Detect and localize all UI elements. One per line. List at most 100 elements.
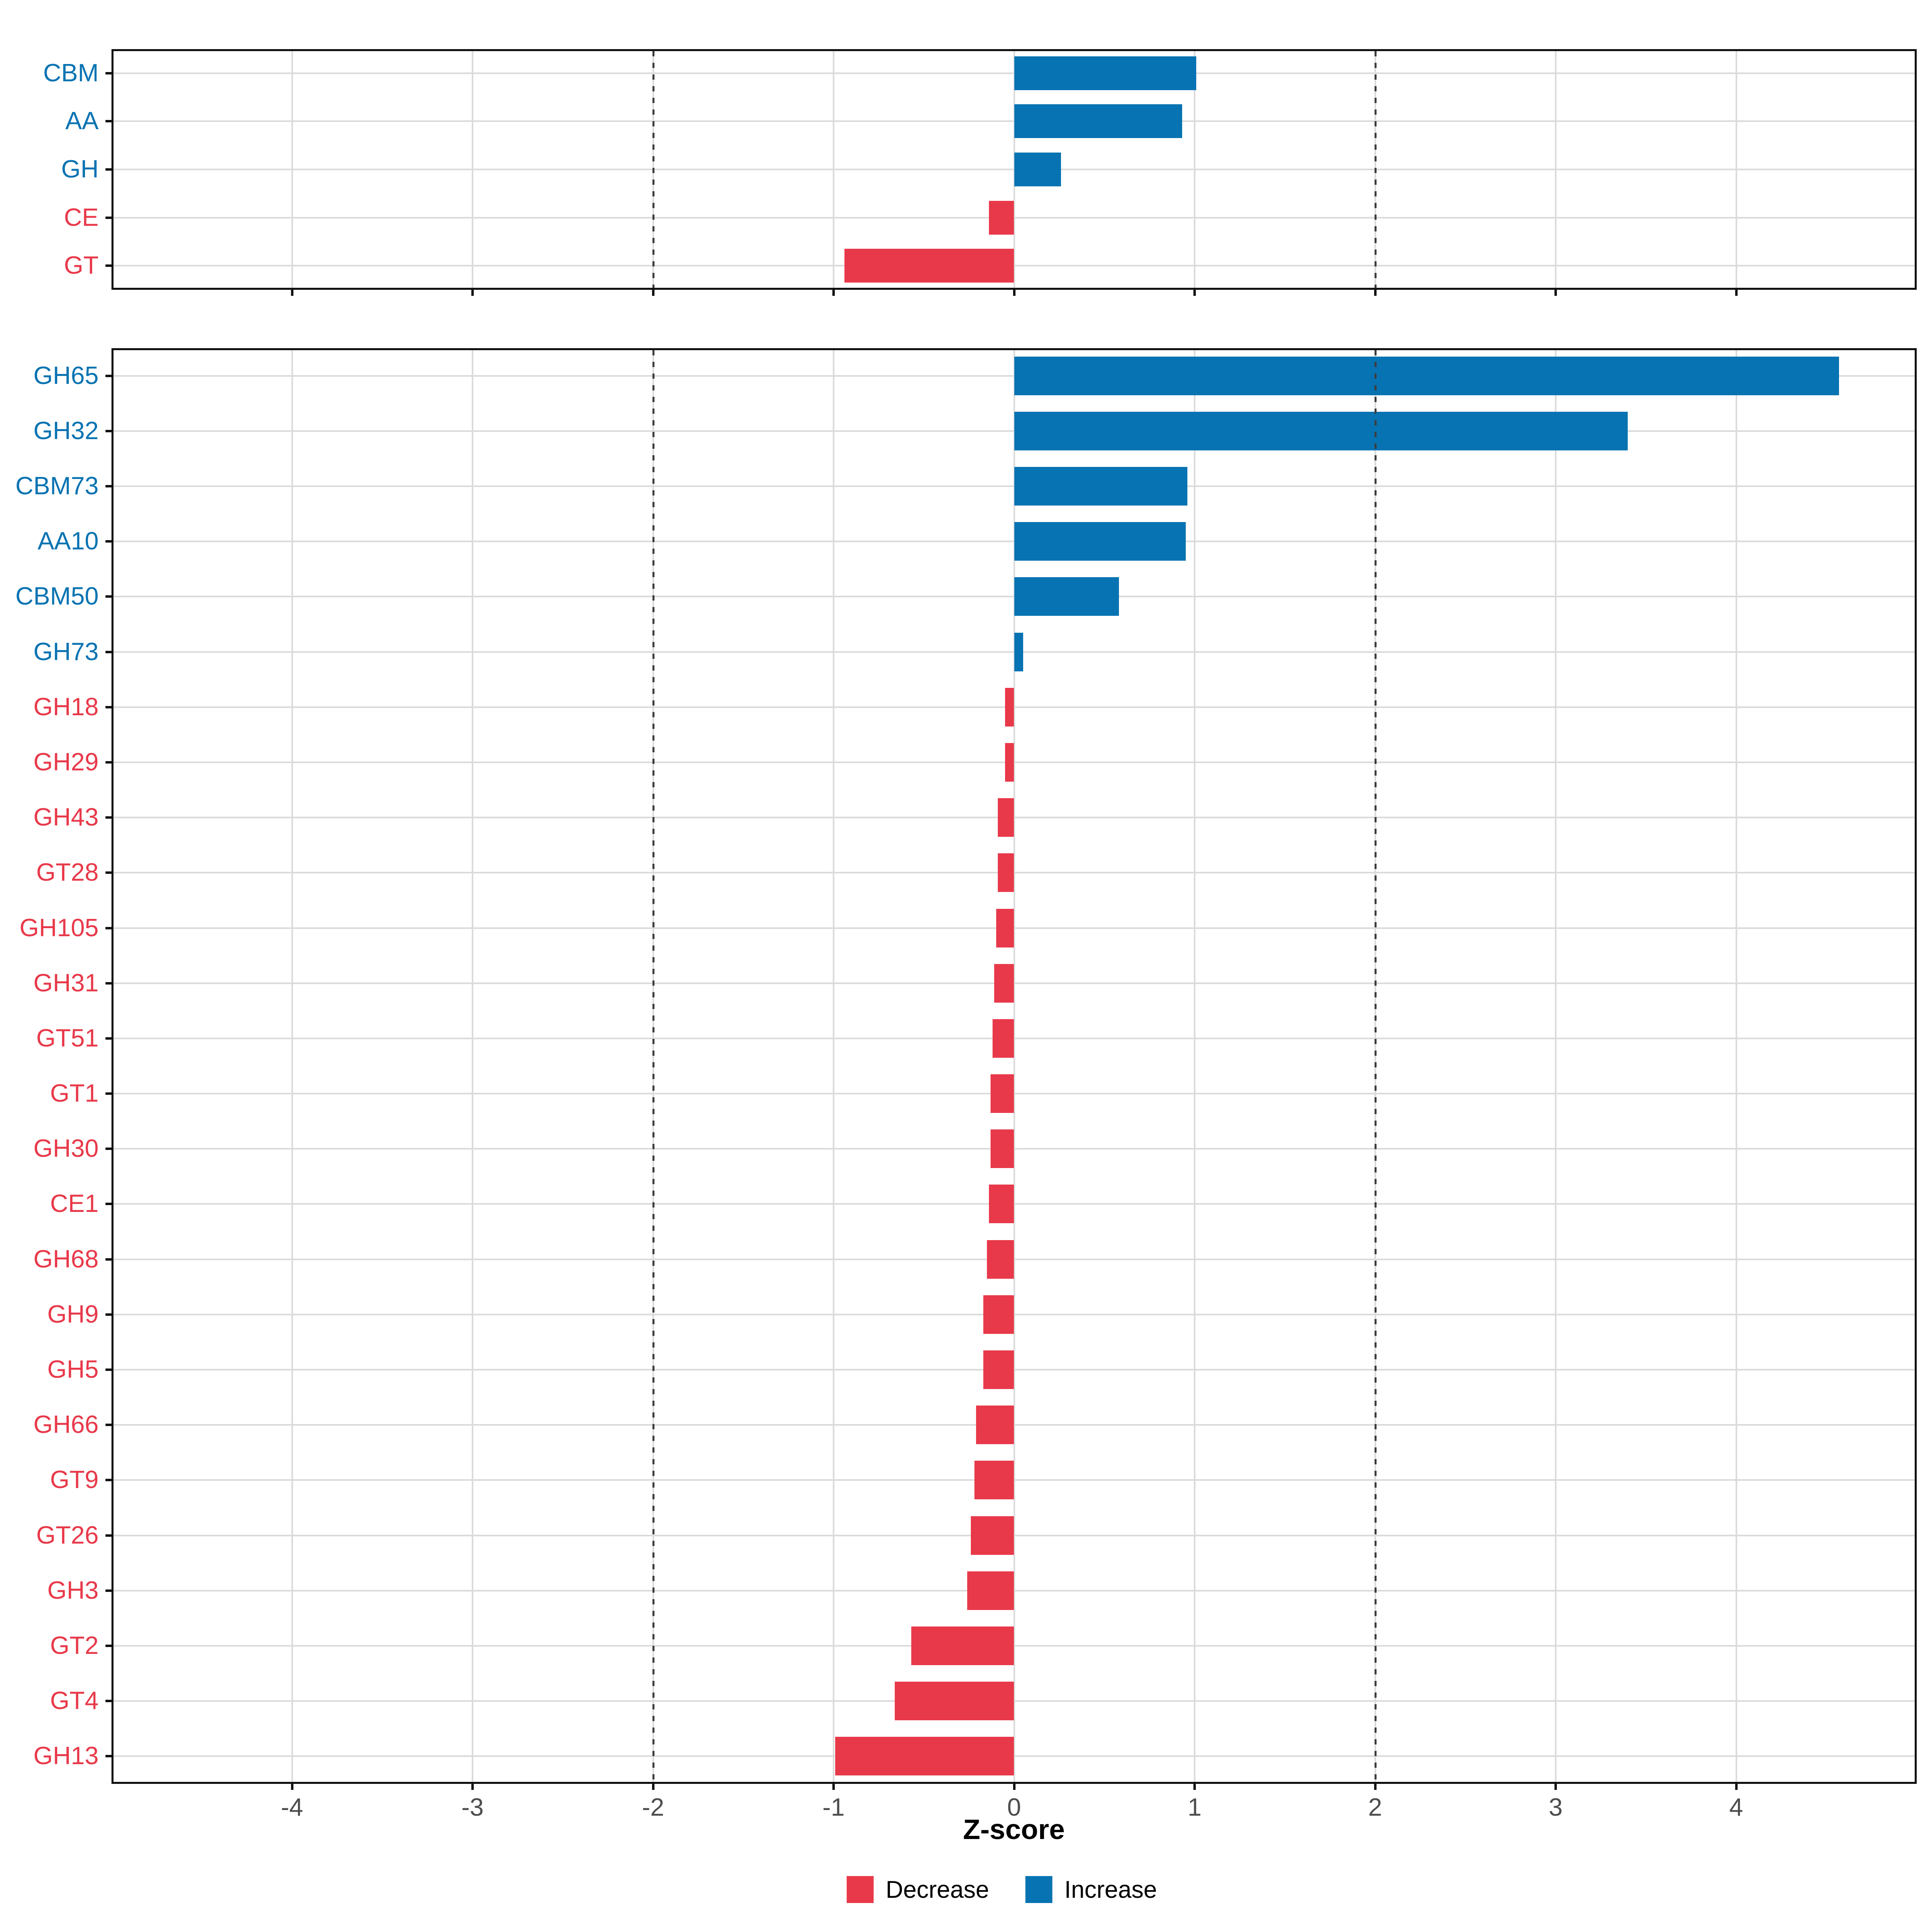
x-axis-tick: [652, 290, 654, 296]
y-axis-label-aa: AA: [65, 107, 99, 135]
y-axis-label-gt1: GT1: [50, 1080, 99, 1108]
bar-gh43: [998, 798, 1014, 837]
y-axis-label-gt2: GT2: [50, 1632, 99, 1660]
y-axis-tick: [105, 927, 111, 929]
x-axis-tick: [291, 290, 293, 296]
y-axis-tick: [105, 540, 111, 543]
y-axis-tick: [105, 1479, 111, 1482]
bar-gh32: [1014, 411, 1628, 450]
y-axis-tick: [105, 1755, 111, 1758]
y-axis-tick: [105, 595, 111, 598]
bar-gh31: [994, 964, 1014, 1003]
y-axis-tick: [105, 1148, 111, 1150]
y-axis-label-gh9: GH9: [47, 1300, 99, 1328]
x-axis-tick-label: 3: [1548, 1794, 1563, 1821]
bar-gh65: [1014, 356, 1839, 395]
x-axis-tick-label: 1: [1187, 1794, 1202, 1821]
bar-gh9: [983, 1295, 1014, 1334]
y-axis-tick: [105, 761, 111, 764]
gridline-vertical: [472, 51, 473, 288]
y-axis-tick: [105, 1424, 111, 1426]
gridline-vertical: [291, 350, 293, 1782]
y-axis-tick: [105, 168, 111, 171]
y-axis-label-cbm50: CBM50: [15, 582, 99, 611]
y-axis-tick: [105, 1037, 111, 1040]
bar-gh5: [983, 1350, 1014, 1389]
y-axis-label-gh3: GH3: [47, 1576, 99, 1604]
bar-gh3: [967, 1571, 1014, 1610]
y-axis-label-gh13: GH13: [33, 1742, 99, 1770]
y-axis-label-gh5: GH5: [47, 1356, 99, 1384]
bar-aa: [1014, 104, 1182, 138]
y-axis-tick: [105, 1203, 111, 1205]
bar-gt26: [970, 1516, 1014, 1555]
y-axis-tick: [105, 485, 111, 487]
gridline-vertical: [472, 350, 473, 1782]
gridline-vertical: [1735, 51, 1737, 288]
y-axis-tick: [105, 1589, 111, 1592]
y-axis-label-gh32: GH32: [33, 417, 99, 445]
y-axis-tick: [105, 429, 111, 432]
x-axis-tick-label: -3: [461, 1794, 484, 1821]
bar-gt51: [992, 1019, 1014, 1058]
y-axis-label-gt28: GT28: [36, 859, 99, 887]
y-axis-label-gt4: GT4: [50, 1687, 99, 1715]
bar-gt4: [895, 1682, 1014, 1721]
x-axis-tick-label: 2: [1368, 1794, 1382, 1821]
bar-gt28: [998, 853, 1014, 892]
gridline-vertical: [1013, 350, 1015, 1782]
y-axis-label-ce: CE: [64, 203, 99, 231]
y-axis-tick: [105, 982, 111, 985]
bar-gh73: [1014, 632, 1023, 671]
gridline-vertical: [833, 350, 834, 1782]
bar-ce1: [989, 1185, 1014, 1224]
y-axis-tick: [105, 264, 111, 267]
y-axis-label-gh43: GH43: [33, 803, 99, 832]
y-axis-label-gh105: GH105: [19, 914, 99, 942]
legend-key-increase: [1025, 1876, 1053, 1903]
x-axis-tick-label: -4: [281, 1794, 303, 1821]
bar-gh13: [835, 1737, 1014, 1776]
y-axis-tick: [105, 1368, 111, 1371]
x-axis-tick: [1374, 1784, 1377, 1790]
x-axis-tick-label: 4: [1729, 1794, 1743, 1821]
x-axis-tick: [1735, 1784, 1738, 1790]
x-axis-tick: [1554, 1784, 1557, 1790]
dashed-vline-2: [1374, 51, 1377, 288]
y-axis-label-ce1: CE1: [50, 1190, 99, 1218]
x-axis-tick: [471, 290, 474, 296]
gridline-vertical: [1194, 51, 1195, 288]
dashed-vline--2: [652, 350, 654, 1782]
y-axis-tick: [105, 72, 111, 74]
bar-gh66: [976, 1406, 1014, 1445]
x-axis-tick: [1193, 1784, 1196, 1790]
x-axis-tick: [832, 1784, 835, 1790]
y-axis-label-gh31: GH31: [33, 969, 99, 997]
y-axis-tick: [105, 374, 111, 377]
bar-gt9: [974, 1461, 1014, 1500]
x-axis-tick: [291, 1784, 293, 1790]
dashed-vline--2: [652, 51, 654, 288]
y-axis-label-gh68: GH68: [33, 1245, 99, 1273]
bar-gh30: [991, 1129, 1014, 1168]
x-axis-tick: [1193, 290, 1196, 296]
x-axis-tick: [1013, 1784, 1016, 1790]
y-axis-tick: [105, 871, 111, 874]
y-axis-label-gh73: GH73: [33, 638, 99, 666]
bar-gh29: [1005, 743, 1014, 782]
y-axis-tick: [105, 1258, 111, 1261]
y-axis-label-gh: GH: [61, 155, 99, 183]
x-axis-tick: [1735, 290, 1738, 296]
y-axis-tick: [105, 120, 111, 123]
y-axis-tick: [105, 650, 111, 653]
y-axis-tick: [105, 1092, 111, 1095]
gridline-vertical: [1555, 51, 1556, 288]
x-axis-tick-label: -2: [642, 1794, 665, 1821]
y-axis-tick: [105, 1700, 111, 1703]
x-axis-tick: [471, 1784, 474, 1790]
bar-gt: [844, 249, 1014, 283]
y-axis-label-gh29: GH29: [33, 748, 99, 776]
gridline-vertical: [1735, 350, 1737, 1782]
y-axis-label-gh30: GH30: [33, 1135, 99, 1163]
x-axis-tick: [832, 290, 835, 296]
